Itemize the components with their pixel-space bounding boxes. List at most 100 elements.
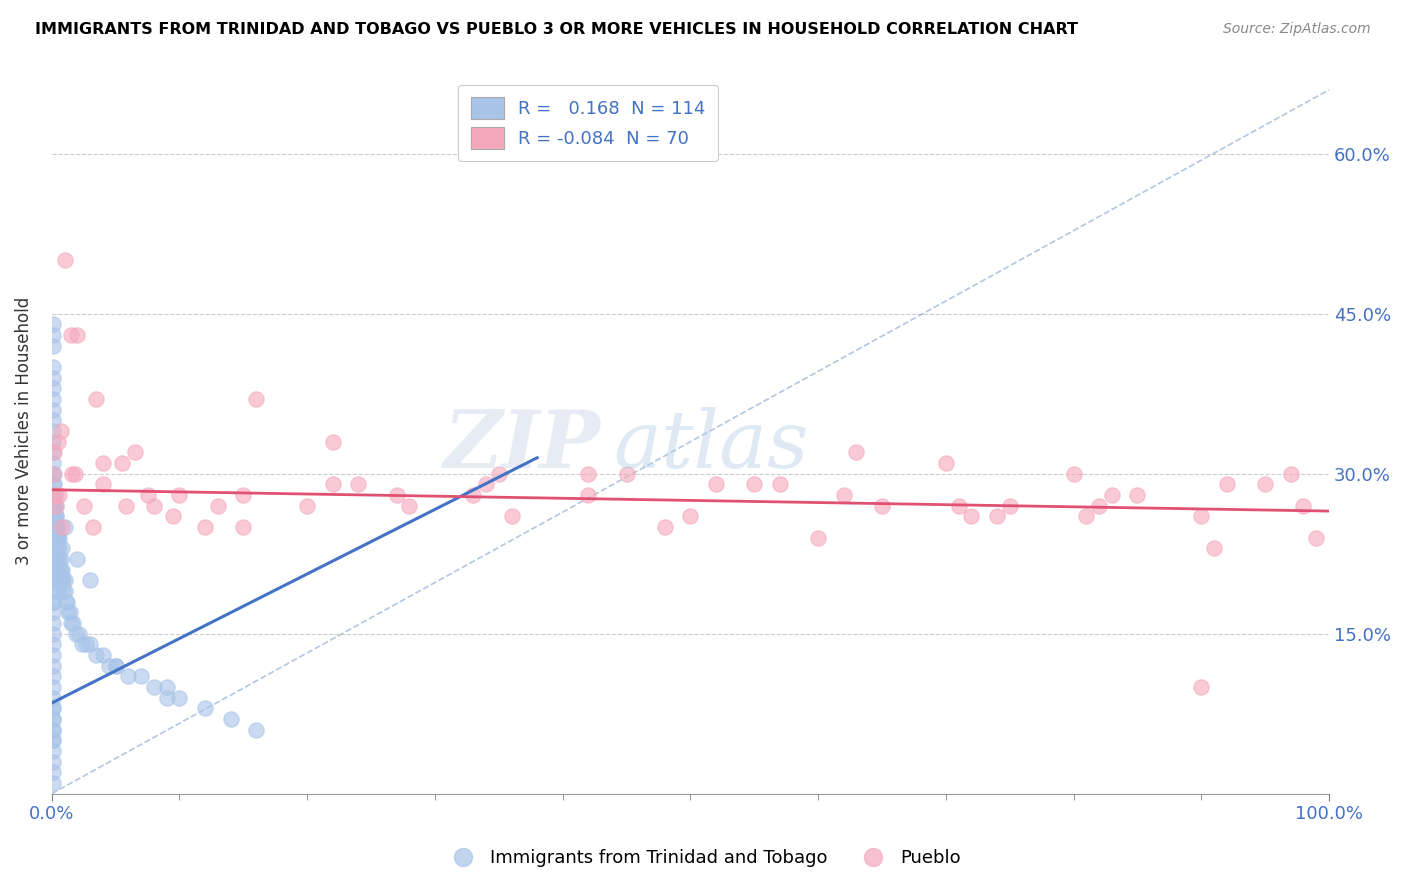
- Point: [42, 733, 65, 747]
- Point: [232, 488, 254, 502]
- Point: [42, 733, 65, 747]
- Point: [1189, 509, 1212, 524]
- Point: [42, 318, 65, 332]
- Point: [42, 456, 65, 470]
- Point: [42, 701, 65, 715]
- Point: [45, 509, 67, 524]
- Point: [1101, 488, 1123, 502]
- Point: [44, 531, 66, 545]
- Point: [62, 615, 84, 630]
- Point: [53, 253, 76, 268]
- Point: [75, 637, 97, 651]
- Point: [948, 499, 970, 513]
- Point: [576, 488, 599, 502]
- Point: [66, 328, 89, 343]
- Point: [124, 445, 146, 459]
- Point: [44, 445, 66, 459]
- Point: [45, 499, 67, 513]
- Point: [654, 520, 676, 534]
- Point: [49, 552, 72, 566]
- Point: [1292, 499, 1315, 513]
- Point: [42, 434, 65, 449]
- Point: [73, 499, 96, 513]
- Point: [136, 488, 159, 502]
- Point: [42, 563, 65, 577]
- Point: [162, 509, 184, 524]
- Text: ZIP: ZIP: [444, 407, 600, 484]
- Point: [52, 574, 75, 588]
- Point: [66, 552, 89, 566]
- Point: [998, 499, 1021, 513]
- Point: [117, 669, 139, 683]
- Point: [45, 552, 67, 566]
- Point: [935, 456, 957, 470]
- Point: [347, 477, 370, 491]
- Point: [114, 499, 136, 513]
- Point: [104, 658, 127, 673]
- Point: [44, 488, 66, 502]
- Point: [156, 680, 179, 694]
- Point: [59, 615, 82, 630]
- Point: [45, 531, 67, 545]
- Point: [44, 574, 66, 588]
- Point: [51, 563, 73, 577]
- Point: [58, 606, 80, 620]
- Point: [42, 467, 65, 481]
- Point: [59, 328, 82, 343]
- Point: [986, 509, 1008, 524]
- Point: [72, 637, 94, 651]
- Point: [44, 477, 66, 491]
- Point: [679, 509, 702, 524]
- Point: [42, 488, 65, 502]
- Point: [207, 499, 229, 513]
- Point: [91, 477, 114, 491]
- Point: [51, 541, 73, 556]
- Y-axis label: 3 or more Vehicles in Household: 3 or more Vehicles in Household: [15, 297, 32, 566]
- Point: [48, 541, 70, 556]
- Point: [42, 402, 65, 417]
- Point: [245, 392, 267, 406]
- Point: [46, 434, 69, 449]
- Point: [45, 574, 67, 588]
- Point: [398, 499, 420, 513]
- Point: [42, 339, 65, 353]
- Point: [65, 626, 87, 640]
- Point: [44, 499, 66, 513]
- Point: [576, 467, 599, 481]
- Point: [807, 531, 830, 545]
- Point: [169, 690, 191, 705]
- Point: [42, 712, 65, 726]
- Point: [42, 371, 65, 385]
- Point: [42, 755, 65, 769]
- Point: [169, 488, 191, 502]
- Point: [42, 701, 65, 715]
- Point: [42, 509, 65, 524]
- Point: [42, 584, 65, 599]
- Text: Source: ZipAtlas.com: Source: ZipAtlas.com: [1223, 22, 1371, 37]
- Point: [67, 626, 90, 640]
- Point: [52, 584, 75, 599]
- Point: [42, 637, 65, 651]
- Point: [42, 595, 65, 609]
- Point: [42, 381, 65, 395]
- Point: [42, 445, 65, 459]
- Point: [42, 606, 65, 620]
- Point: [49, 563, 72, 577]
- Point: [1189, 680, 1212, 694]
- Point: [42, 776, 65, 790]
- Point: [616, 467, 638, 481]
- Point: [60, 467, 83, 481]
- Point: [44, 499, 66, 513]
- Point: [46, 541, 69, 556]
- Point: [42, 723, 65, 737]
- Point: [142, 680, 165, 694]
- Point: [42, 328, 65, 343]
- Point: [59, 606, 82, 620]
- Point: [44, 509, 66, 524]
- Point: [870, 499, 893, 513]
- Legend: R =   0.168  N = 114, R = -0.084  N = 70: R = 0.168 N = 114, R = -0.084 N = 70: [458, 85, 718, 161]
- Point: [55, 595, 77, 609]
- Legend: Immigrants from Trinidad and Tobago, Pueblo: Immigrants from Trinidad and Tobago, Pue…: [439, 842, 967, 874]
- Text: atlas: atlas: [614, 407, 808, 484]
- Point: [45, 499, 67, 513]
